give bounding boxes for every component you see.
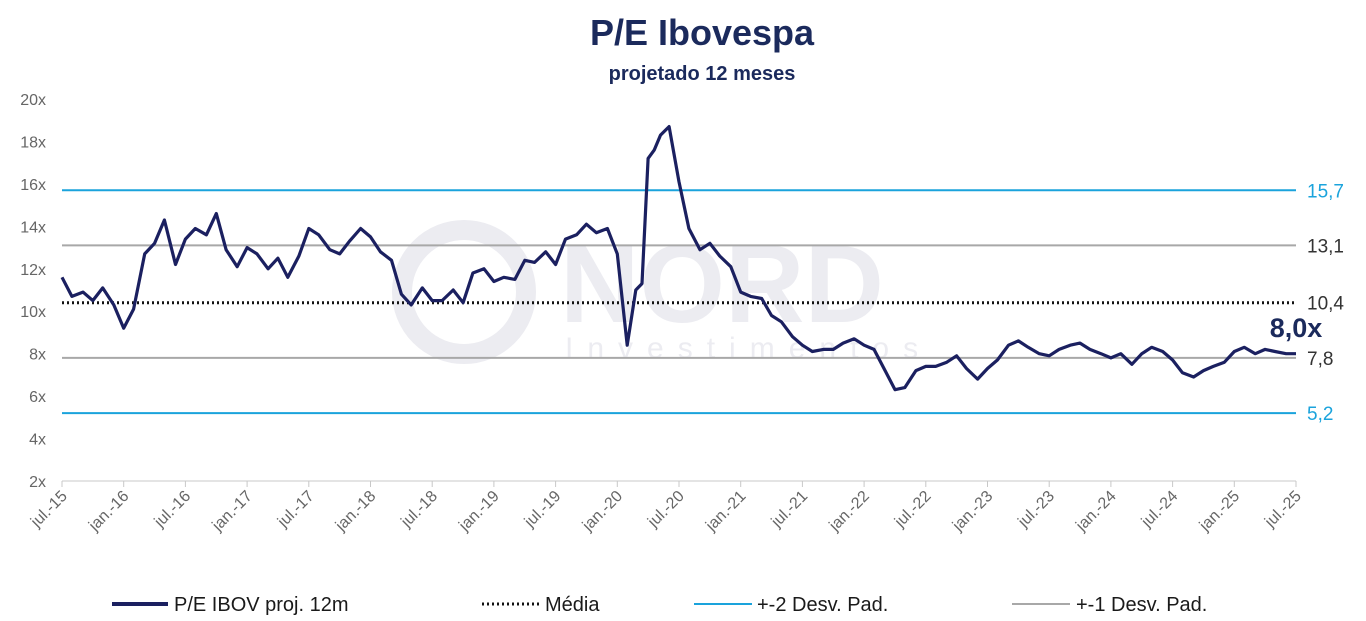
reference-value-label: 7,8 (1307, 349, 1333, 370)
pe-ibov-series-line (60, 124, 1296, 392)
legend-label-1sd: +-1 Desv. Pad. (1076, 594, 1207, 616)
x-tick-label: jul.-18 (397, 488, 441, 532)
y-tick-label: 20x (20, 92, 46, 109)
x-tick-label: jan.-21 (702, 488, 749, 535)
x-tick-label: jul.-21 (768, 488, 812, 532)
x-tick-label: jan.-23 (949, 488, 996, 535)
reference-labels: 15,7 13,1 10,4 7,8 5,2 (1307, 181, 1344, 425)
series-layer (60, 124, 1296, 392)
x-tick-label: jul.-16 (151, 488, 195, 532)
y-tick-label: 10x (20, 304, 46, 321)
last-value-label: 8,0x (1270, 313, 1323, 343)
x-tick-label: jan.-22 (826, 488, 873, 535)
x-tick-label: jul.-19 (521, 488, 565, 532)
reference-value-label: 13,1 (1307, 236, 1344, 257)
chart-subtitle: projetado 12 meses (609, 63, 796, 85)
reference-value-label: 5,2 (1307, 404, 1333, 425)
legend-label-2sd: +-2 Desv. Pad. (757, 594, 888, 616)
legend-item-media: Média (482, 594, 600, 616)
y-tick-label: 4x (29, 432, 46, 449)
x-tick-label: jan.-20 (579, 488, 626, 535)
x-tick-label: jan.-19 (455, 488, 502, 535)
x-tick-label: jul.-24 (1138, 488, 1182, 532)
x-tick-label: jan.-17 (209, 488, 256, 535)
x-tick-label: jul.-15 (27, 488, 71, 532)
y-tick-label: 14x (20, 219, 46, 236)
y-tick-label: 6x (29, 389, 46, 406)
x-tick-label: jan.-18 (332, 488, 379, 535)
x-axis: jul.-15 jan.-16 jul.-16 jan.-17 jul.-17 jan.-… (27, 480, 1305, 535)
y-tick-label: 12x (20, 262, 46, 279)
x-tick-label: jan.-16 (85, 488, 132, 535)
y-axis: 20x 18x 16x 14x 12x 10x 8x 6x 4x 2x (20, 92, 46, 491)
y-tick-label: 16x (20, 177, 46, 194)
x-tick-label: jul.-25 (1261, 488, 1305, 532)
x-tick-label: jan.-25 (1196, 488, 1243, 535)
reference-lines (62, 189, 1296, 415)
watermark-sub: Investimentos (565, 332, 932, 365)
y-tick-label: 8x (29, 347, 46, 364)
reference-value-label: 10,4 (1307, 294, 1344, 315)
x-tick-label: jul.-17 (274, 488, 318, 532)
y-tick-label: 18x (20, 134, 46, 151)
x-tick-label: jul.-23 (1014, 488, 1058, 532)
chart-title: P/E Ibovespa (590, 12, 815, 53)
legend-label-media: Média (545, 594, 600, 616)
legend: P/E IBOV proj. 12m Média +-2 Desv. Pad. … (112, 594, 1207, 616)
x-tick-label: jul.-22 (891, 488, 935, 532)
legend-item-1sd: +-1 Desv. Pad. (1012, 594, 1207, 616)
x-tick-label: jul.-20 (644, 488, 688, 532)
watermark-brand: NORD (560, 223, 884, 346)
x-tick-label: jan.-24 (1072, 488, 1119, 535)
y-tick-label: 2x (29, 474, 46, 491)
legend-label-pe: P/E IBOV proj. 12m (174, 594, 349, 616)
reference-value-label: 15,7 (1307, 181, 1344, 202)
watermark: NORD Investimentos (392, 220, 932, 365)
legend-item-pe: P/E IBOV proj. 12m (112, 594, 349, 616)
legend-item-2sd: +-2 Desv. Pad. (694, 594, 888, 616)
